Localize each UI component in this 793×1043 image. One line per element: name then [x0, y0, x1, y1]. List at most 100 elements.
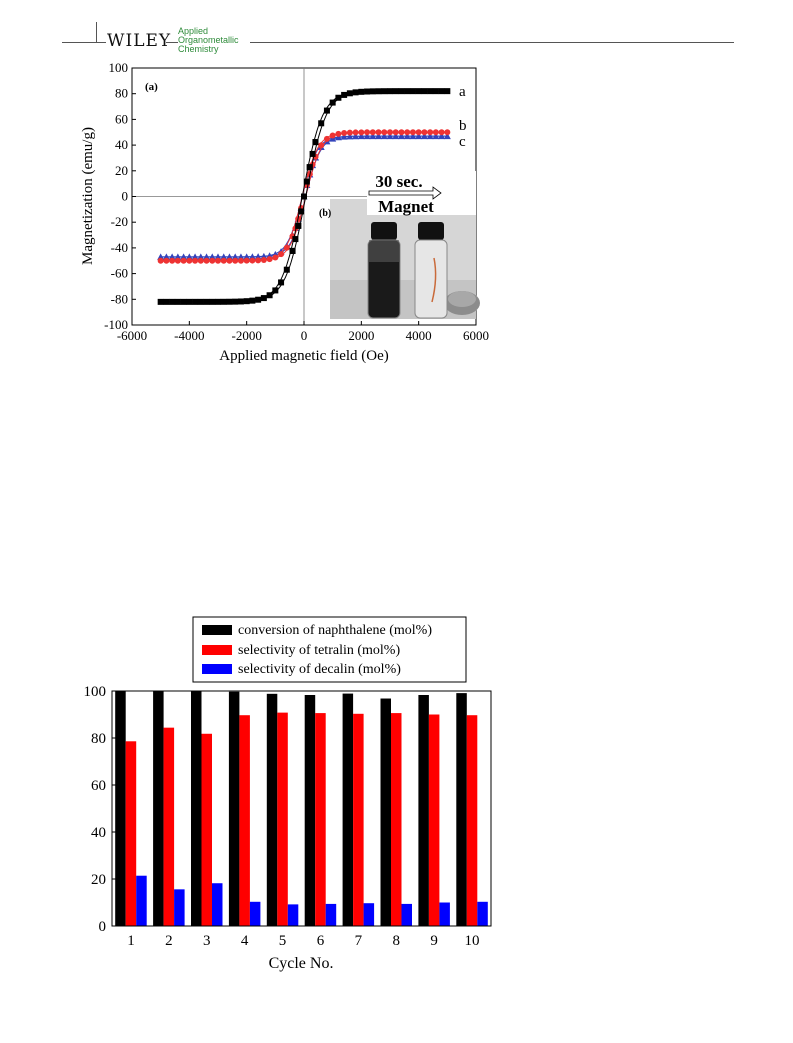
- point-b: [341, 130, 348, 137]
- series-label-c: c: [459, 134, 466, 150]
- bar-decalin: [401, 903, 412, 926]
- legend-label-tetralin: selectivity of tetralin (mol%): [238, 643, 400, 658]
- bar-tetralin: [125, 741, 137, 926]
- legend-swatch-conversion: [202, 625, 232, 635]
- point-c: [180, 253, 188, 260]
- point-b: [392, 129, 399, 136]
- magnet-top: [448, 291, 476, 307]
- point-a: [318, 120, 325, 127]
- point-c: [191, 253, 199, 260]
- point-a: [364, 88, 371, 95]
- point-a: [163, 298, 170, 305]
- point-c: [162, 253, 170, 260]
- point-a: [387, 88, 393, 95]
- point-a: [346, 90, 353, 97]
- y-tick-label: 100: [84, 684, 107, 700]
- point-c: [392, 132, 400, 140]
- bar-decalin: [325, 903, 337, 926]
- point-b: [260, 256, 267, 263]
- point-a: [249, 297, 256, 304]
- point-b: [387, 129, 393, 136]
- point-a: [169, 298, 176, 305]
- point-b: [197, 257, 204, 264]
- legend-swatch-decalin: [202, 664, 232, 674]
- point-a: [255, 296, 262, 303]
- x-tick-label: 6000: [463, 328, 489, 343]
- legend-box: [192, 616, 467, 683]
- point-c: [203, 253, 211, 260]
- x-tick-label: 4: [241, 933, 249, 949]
- vial-cap-right: [418, 222, 444, 240]
- bar-decalin: [249, 901, 261, 926]
- x-axis-label: Applied magnetic field (Oe): [219, 348, 389, 364]
- y-tick-label: 100: [109, 60, 129, 75]
- x-tick-label: -2000: [231, 328, 261, 343]
- point-a: [303, 178, 310, 185]
- publisher-logo: WILEY: [107, 31, 172, 51]
- point-a: [341, 91, 348, 98]
- point-b: [278, 251, 285, 258]
- point-b: [232, 257, 239, 264]
- legend-label-decalin: selectivity of decalin (mol%): [238, 662, 401, 677]
- y-tick-label: 20: [115, 163, 128, 178]
- point-c: [438, 132, 446, 140]
- point-b: [209, 257, 216, 264]
- point-a: [289, 247, 296, 254]
- x-tick-label: 2000: [348, 328, 374, 343]
- point-b: [215, 257, 221, 264]
- point-a: [157, 298, 164, 305]
- point-c: [168, 253, 176, 260]
- point-c: [334, 133, 342, 141]
- y-tick-label: 80: [91, 731, 106, 747]
- y-axis-label: Magnetization (emu/g): [80, 127, 96, 265]
- point-a: [323, 107, 330, 114]
- x-tick-label: 4000: [406, 328, 432, 343]
- legend: conversion of naphthalene (mol%) selecti…: [192, 616, 467, 683]
- point-b: [169, 257, 176, 264]
- point-a: [292, 236, 299, 243]
- point-a: [215, 298, 221, 305]
- point-b: [409, 129, 416, 136]
- page-header: WILEY Applied Organometallic Chemistry: [0, 0, 793, 60]
- point-b: [157, 257, 164, 264]
- point-b: [243, 257, 250, 264]
- x-tick-label: -4000: [174, 328, 204, 343]
- y-tick-label: 80: [115, 86, 128, 101]
- point-b: [421, 129, 428, 136]
- bar-decalin: [212, 883, 223, 926]
- point-a: [398, 88, 405, 95]
- header-rule-left: [62, 42, 106, 43]
- y-tick-label: 40: [115, 137, 128, 152]
- point-b: [283, 244, 290, 251]
- header-rule-mid: [166, 42, 178, 43]
- bar-conversion: [228, 691, 240, 926]
- bars-group: [115, 691, 488, 926]
- point-b: [186, 257, 193, 264]
- point-b: [249, 257, 256, 264]
- point-c: [403, 132, 411, 140]
- point-b: [369, 129, 376, 136]
- vial-right: [414, 239, 448, 319]
- journal-name: Applied Organometallic Chemistry: [178, 27, 239, 54]
- x-tick-label: 6: [317, 933, 325, 949]
- point-c: [185, 253, 193, 260]
- point-a: [278, 279, 285, 286]
- point-c: [375, 132, 383, 140]
- panel-label-b: (b): [319, 208, 331, 219]
- bar-decalin: [174, 889, 185, 926]
- point-a: [192, 298, 199, 305]
- point-a: [298, 208, 305, 215]
- bar-conversion: [266, 693, 278, 926]
- inset-time-label: 30 sec.: [375, 172, 422, 191]
- x-tick-label: 7: [355, 933, 363, 949]
- point-a: [404, 88, 411, 95]
- bar-tetralin: [353, 713, 364, 926]
- point-a: [432, 88, 439, 95]
- bar-tetralin: [391, 713, 402, 926]
- point-c: [208, 253, 216, 260]
- y-tick-label: -100: [104, 317, 128, 332]
- point-b: [364, 129, 371, 136]
- point-b: [415, 129, 422, 136]
- point-c: [369, 132, 377, 140]
- vial-left-neck: [369, 240, 399, 262]
